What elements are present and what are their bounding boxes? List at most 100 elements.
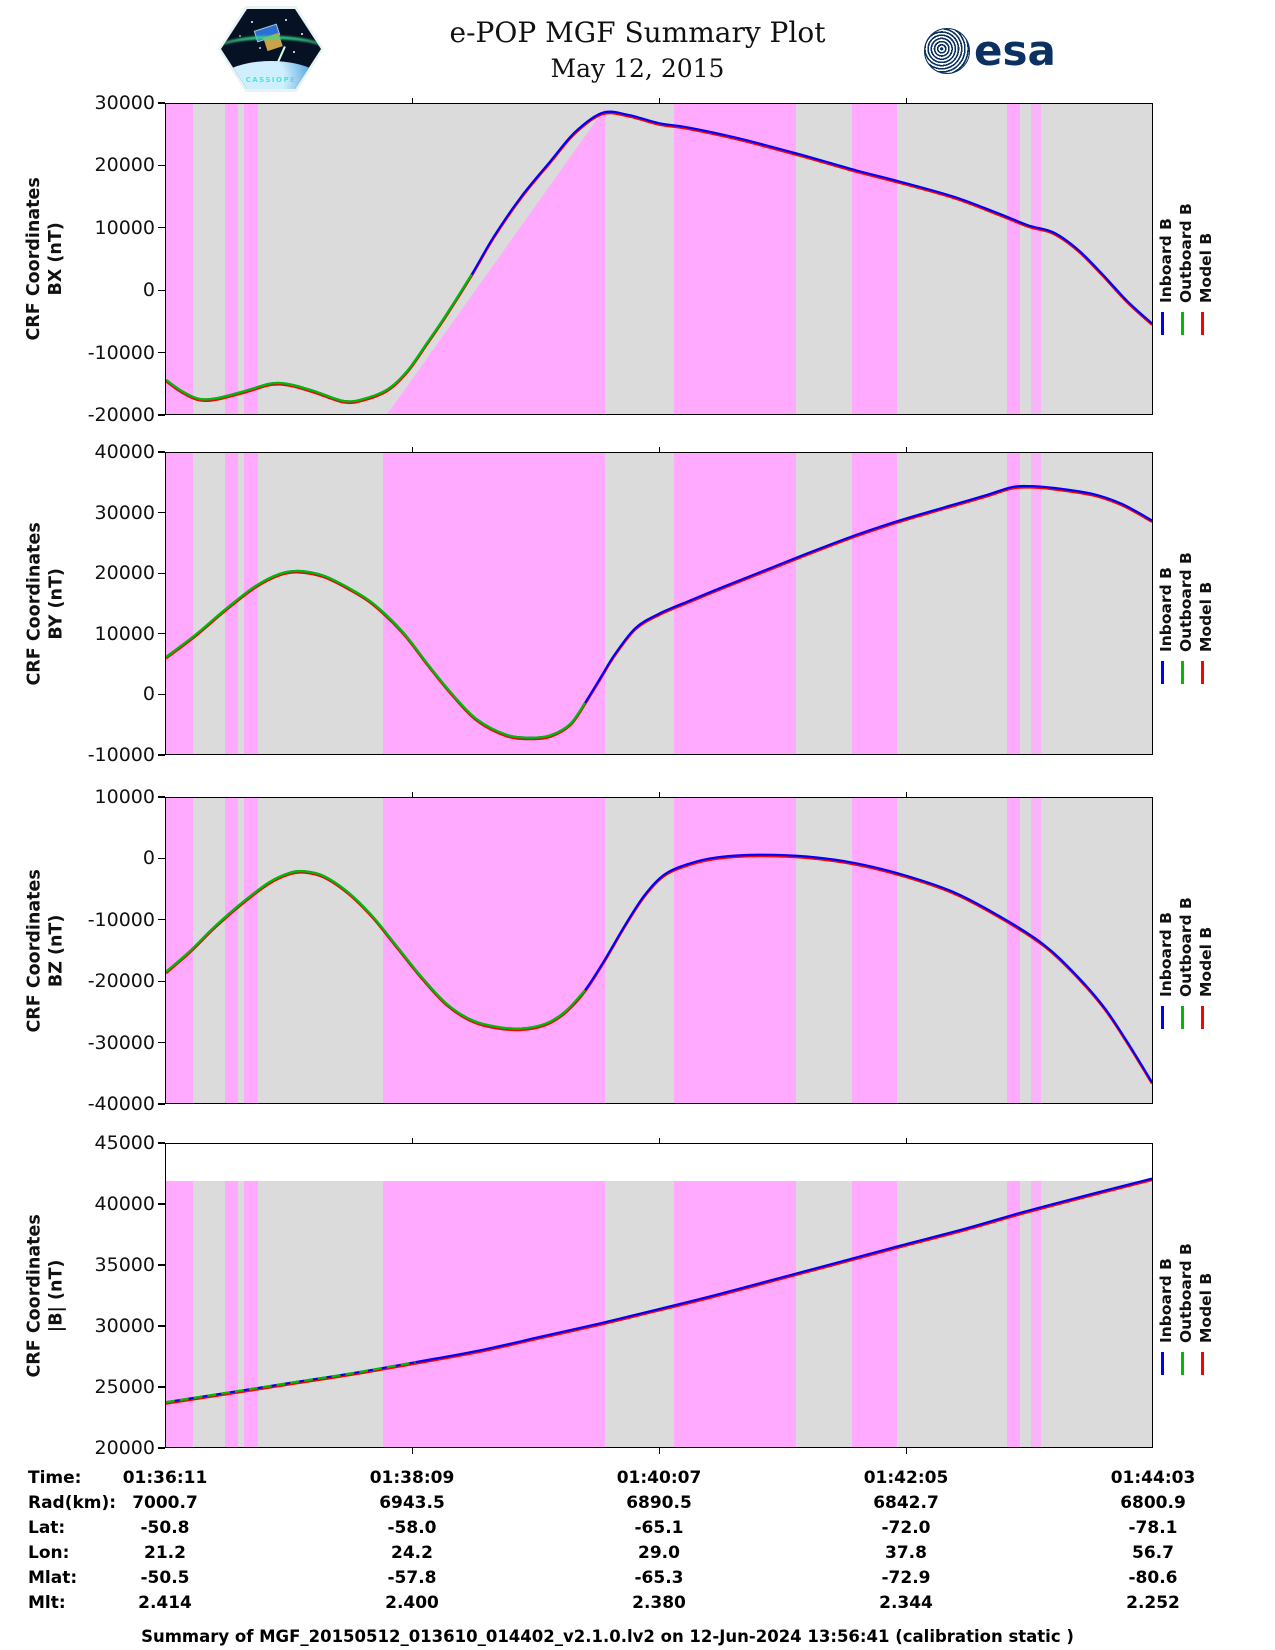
highlight-band — [166, 453, 193, 754]
y-tick-mark — [158, 1103, 165, 1105]
y-tick-mark — [158, 1041, 165, 1044]
y-tick-mark — [158, 919, 165, 921]
y-tick-label: -10000 — [87, 341, 155, 364]
table-cell: -65.3 — [634, 1568, 684, 1588]
x-tick-mark — [412, 1448, 414, 1454]
legend-label: Inboard B — [1157, 218, 1175, 303]
esa-logo: esa — [924, 28, 1056, 74]
highlight-band — [382, 798, 606, 1103]
legend-inboard-swatch — [1161, 1352, 1164, 1375]
highlight-band — [382, 1180, 606, 1447]
series-line — [166, 273, 473, 403]
legend-outboard-swatch — [1181, 1006, 1184, 1029]
y-tick-mark — [158, 1386, 165, 1388]
background-shading — [166, 453, 1152, 754]
table-cell: 2.344 — [879, 1593, 933, 1613]
data-curves — [166, 484, 1152, 741]
legend-inboard-swatch — [1161, 661, 1164, 684]
legend-label: Inboard B — [1157, 567, 1175, 652]
data-curves — [166, 1177, 1152, 1405]
y-tick-mark — [158, 1264, 165, 1266]
table-cell: 37.8 — [885, 1543, 927, 1563]
y-tick-label: 10000 — [94, 622, 155, 645]
table-cell: 6890.5 — [626, 1493, 692, 1513]
plot-panel-by — [165, 452, 1153, 755]
series-line — [166, 484, 1152, 739]
y-tick-mark — [158, 1203, 165, 1205]
table-cell: 2.380 — [632, 1593, 686, 1613]
y-tick-mark — [158, 227, 165, 229]
table-cell: 2.414 — [138, 1593, 192, 1613]
x-tick-mark — [659, 447, 661, 452]
table-cell: 56.7 — [1132, 1543, 1174, 1563]
patch-stars — [251, 21, 253, 23]
patch-mission-name: CASSIOPE — [245, 76, 297, 84]
y-tick-mark — [158, 1325, 165, 1327]
table-row-label: Lon: — [28, 1543, 70, 1563]
x-tick-mark — [412, 98, 414, 103]
y-tick-label: 0 — [142, 279, 155, 302]
y-tick-mark — [158, 289, 165, 291]
legend-inboard-swatch — [1161, 312, 1164, 335]
y-axis-label-line2: BX (nT) — [46, 222, 66, 296]
table-cell: -58.0 — [387, 1518, 437, 1538]
y-tick-label: 35000 — [94, 1254, 155, 1276]
y-tick-label: -10000 — [87, 908, 155, 931]
highlight-band — [852, 798, 897, 1103]
data-curves — [166, 853, 1152, 1085]
highlight-band — [224, 104, 238, 414]
table-cell: 2.252 — [1126, 1593, 1180, 1613]
series-line — [166, 1177, 1152, 1404]
legend-outboard-swatch — [1181, 661, 1184, 684]
legend-outboard-swatch — [1181, 312, 1184, 335]
y-tick-label: 10000 — [94, 786, 155, 808]
table-cell: 01:44:03 — [1110, 1468, 1196, 1488]
y-tick-label: 40000 — [94, 1193, 155, 1215]
y-tick-mark — [158, 351, 165, 354]
table-cell: 7000.7 — [132, 1493, 198, 1513]
y-axis-label-line2: BZ (nT) — [46, 914, 66, 987]
x-tick-mark — [906, 98, 908, 103]
x-tick-mark — [412, 447, 414, 452]
esa-wordmark: esa — [974, 26, 1056, 75]
y-tick-label: 0 — [142, 847, 155, 870]
y-tick-label: 20000 — [94, 1437, 155, 1459]
highlight-band — [673, 453, 797, 754]
panel-legend: Inboard B Outboard B Model B — [1157, 857, 1229, 1047]
table-cell: -65.1 — [634, 1518, 684, 1538]
legend-label: Inboard B — [1157, 1258, 1175, 1343]
plot-panel-bx — [165, 103, 1153, 415]
table-cell: 24.2 — [391, 1543, 433, 1563]
legend-label: Model B — [1197, 926, 1215, 997]
y-tick-mark — [158, 857, 165, 860]
y-tick-label: -40000 — [87, 1093, 155, 1115]
table-cell: 01:38:09 — [369, 1468, 455, 1488]
highlight-band — [1007, 104, 1020, 414]
highlight-band — [1030, 1180, 1041, 1447]
panel-legend: Inboard B Outboard B Model B — [1157, 512, 1229, 702]
legend-model-swatch — [1201, 661, 1204, 684]
table-cell: -80.6 — [1128, 1568, 1178, 1588]
table-cell: 01:40:07 — [616, 1468, 702, 1488]
y-tick-mark — [158, 511, 165, 514]
table-cell: 01:36:11 — [122, 1468, 208, 1488]
panel-legend: Inboard B Outboard B Model B — [1157, 163, 1229, 353]
highlight-band — [243, 104, 258, 414]
y-axis-label-line1: CRF Coordinates — [24, 868, 45, 1033]
highlight-band — [1030, 798, 1041, 1103]
y-tick-label: 0 — [142, 683, 155, 706]
x-tick-mark — [412, 1138, 414, 1143]
y-axis-label: CRF Coordinates BY (nT) — [24, 452, 68, 755]
highlight-band — [852, 104, 897, 414]
x-tick-mark — [906, 447, 908, 452]
y-tick-mark — [158, 164, 165, 167]
legend-model-swatch — [1201, 312, 1204, 335]
highlight-band — [852, 1180, 897, 1447]
highlight-band — [1030, 104, 1041, 414]
legend-label: Outboard B — [1177, 203, 1195, 303]
highlight-band — [166, 104, 193, 414]
panel-legend: Inboard B Outboard B Model B — [1157, 1203, 1229, 1393]
legend-model-swatch — [1201, 1352, 1204, 1375]
legend-label: Outboard B — [1177, 552, 1195, 652]
x-tick-mark — [659, 1448, 661, 1454]
